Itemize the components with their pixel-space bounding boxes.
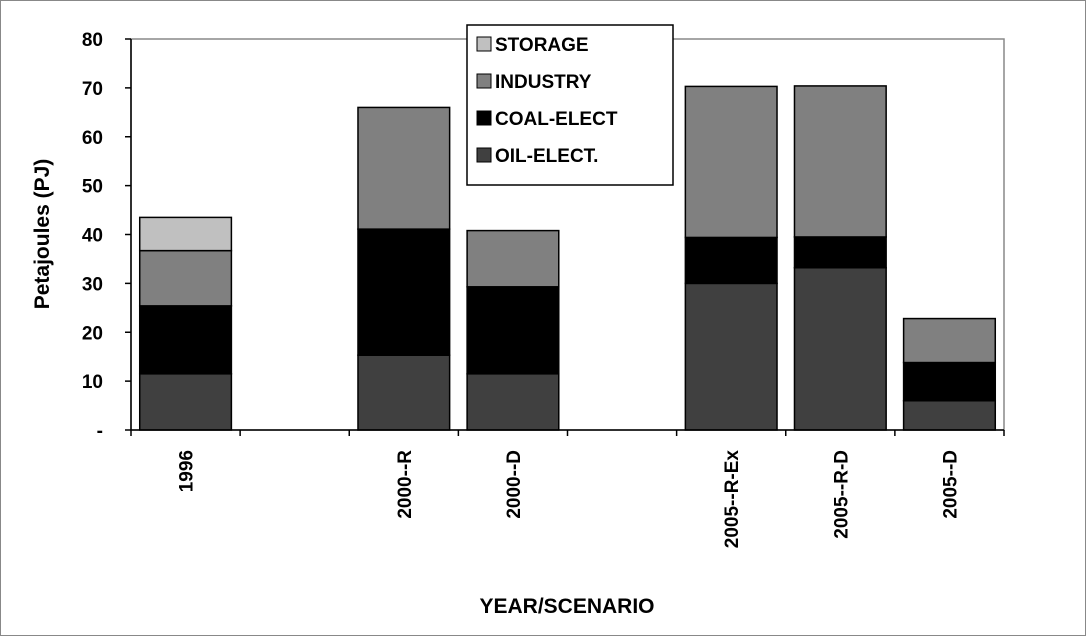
legend-label: INDUSTRY — [495, 72, 592, 93]
bar-segment-coal-elect-2005--R-Ex — [684, 236, 778, 285]
bar-segment-industry-1996 — [138, 249, 233, 307]
y-tick-label: 70 — [82, 79, 103, 100]
legend-swatch — [476, 147, 492, 163]
x-category-label: 2000--R — [395, 450, 416, 519]
bar-segment-oil-elect-1996 — [138, 373, 233, 431]
bar-segment-industry-2005--R-Ex — [684, 85, 778, 239]
legend-label: OIL-ELECT. — [495, 146, 598, 167]
x-axis-title: YEAR/SCENARIO — [479, 595, 654, 618]
legend-swatch — [476, 110, 492, 126]
bar-segment-coal-elect-1996 — [138, 305, 233, 375]
bar-segment-industry-2000--D — [466, 229, 560, 288]
y-tick-label: 10 — [82, 372, 103, 393]
x-category-label: 2005--R-Ex — [722, 450, 743, 549]
legend-swatch — [476, 36, 492, 52]
legend-label: STORAGE — [495, 35, 589, 56]
y-tick-label: 40 — [82, 226, 103, 247]
bar-segment-coal-elect-2005--R-D — [793, 236, 887, 269]
bar-segment-coal-elect-2000--R — [357, 228, 451, 356]
y-tick-label: 30 — [82, 274, 103, 295]
x-category-label: 1996 — [177, 450, 198, 492]
bar-segment-coal-elect-2000--D — [466, 286, 560, 375]
bar-segment-oil-elect-2000--R — [357, 354, 451, 431]
x-category-label: 2000--D — [504, 450, 525, 519]
bar-segment-oil-elect-2005--R-D — [793, 266, 887, 431]
y-tick-label: 80 — [82, 30, 103, 51]
y-tick-label: - — [97, 421, 103, 442]
y-tick-label: 20 — [82, 323, 103, 344]
legend: STORAGE INDUSTRY COAL-ELECT OIL-ELECT. — [466, 24, 674, 186]
bar-segment-storage-1996 — [138, 216, 233, 252]
legend-swatch — [476, 73, 492, 89]
y-tick-label: 50 — [82, 177, 103, 198]
bar-segment-oil-elect-2005--D — [902, 399, 997, 431]
legend-box — [466, 24, 674, 186]
bar-segment-coal-elect-2005--D — [902, 361, 997, 402]
bar-segment-industry-2005--D — [902, 317, 997, 364]
y-tick-label: 60 — [82, 128, 103, 149]
bar-segment-industry-2005--R-D — [793, 85, 887, 238]
bar-segment-oil-elect-2000--D — [466, 373, 560, 431]
legend-label: COAL-ELECT — [495, 109, 618, 130]
x-category-label: 2005--R-D — [831, 450, 852, 539]
x-category-label: 2005--D — [940, 450, 961, 519]
y-axis-title: Petajoules (PJ) — [31, 159, 54, 310]
bar-segment-industry-2000--R — [357, 106, 451, 230]
bar-segment-oil-elect-2005--R-Ex — [684, 282, 778, 431]
